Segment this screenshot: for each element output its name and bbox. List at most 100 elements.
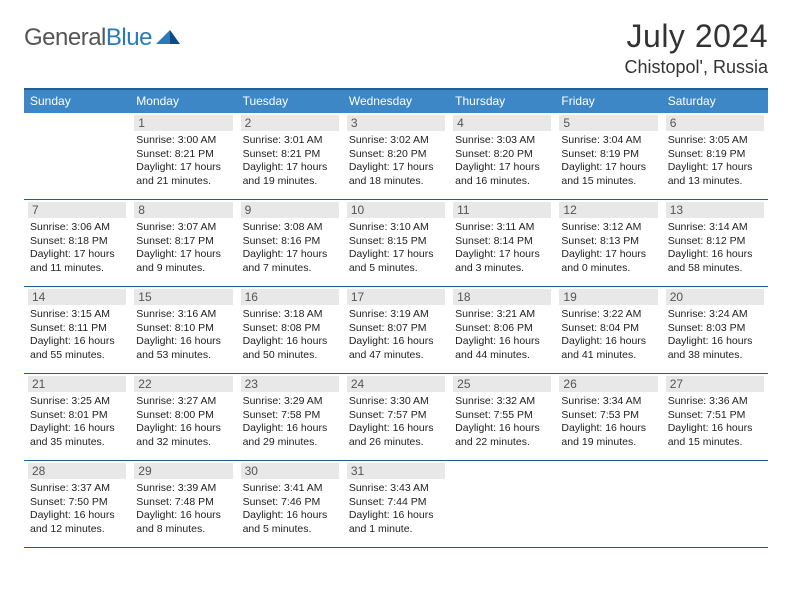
cell-body: Sunrise: 3:14 AMSunset: 8:12 PMDaylight:…	[666, 221, 764, 276]
calendar-cell: 28Sunrise: 3:37 AMSunset: 7:50 PMDayligh…	[24, 461, 130, 547]
triangle-icon	[156, 26, 182, 51]
cell-body: Sunrise: 3:32 AMSunset: 7:55 PMDaylight:…	[453, 395, 551, 450]
weekday-header: Thursday	[449, 90, 555, 113]
day-number: 13	[666, 202, 764, 218]
day-number: 25	[453, 376, 551, 392]
month-title: July 2024	[625, 18, 769, 55]
page-header: GeneralBlue July 2024 Chistopol', Russia	[24, 18, 768, 78]
cell-body: Sunrise: 3:02 AMSunset: 8:20 PMDaylight:…	[347, 134, 445, 189]
day-number: 23	[241, 376, 339, 392]
cell-body: Sunrise: 3:41 AMSunset: 7:46 PMDaylight:…	[241, 482, 339, 537]
day-number: 21	[28, 376, 126, 392]
day-number: 9	[241, 202, 339, 218]
cell-body: Sunrise: 3:01 AMSunset: 8:21 PMDaylight:…	[241, 134, 339, 189]
calendar-page: GeneralBlue July 2024 Chistopol', Russia…	[0, 0, 792, 548]
calendar-cell: 17Sunrise: 3:19 AMSunset: 8:07 PMDayligh…	[343, 287, 449, 373]
calendar-cell: 21 Sunrise: 3:25 AMSunset: 8:01 PMDayligh…	[24, 374, 130, 460]
calendar-cell: 31 Sunrise: 3:43 AMSunset: 7:44 PMDayligh…	[343, 461, 449, 547]
cell-body: Sunrise: 3:37 AMSunset: 7:50 PMDaylight:…	[28, 482, 126, 537]
cell-body: Sunrise: 3:15 AMSunset: 8:11 PMDaylight:…	[28, 308, 126, 363]
weekday-header: Tuesday	[237, 90, 343, 113]
cell-body: Sunrise: 3:25 AMSunset: 8:01 PMDaylight:…	[28, 395, 126, 450]
day-number: 26	[559, 376, 657, 392]
day-number: 10	[347, 202, 445, 218]
day-number: 17	[347, 289, 445, 305]
day-number: 20	[666, 289, 764, 305]
cell-body: Sunrise: 3:08 AMSunset: 8:16 PMDaylight:…	[241, 221, 339, 276]
cell-body: Sunrise: 3:06 AMSunset: 8:18 PMDaylight:…	[28, 221, 126, 276]
calendar-cell: 15 Sunrise: 3:16 AMSunset: 8:10 PMDayligh…	[130, 287, 236, 373]
calendar-cell: 19Sunrise: 3:22 AMSunset: 8:04 PMDayligh…	[555, 287, 661, 373]
weekday-header: Wednesday	[343, 90, 449, 113]
calendar-cell: 6 Sunrise: 3:05 AMSunset: 8:19 PMDaylight…	[662, 113, 768, 199]
cell-body: Sunrise: 3:29 AMSunset: 7:58 PMDaylight:…	[241, 395, 339, 450]
calendar-cell: .	[449, 461, 555, 547]
calendar-cell: .	[662, 461, 768, 547]
location-label: Chistopol', Russia	[625, 57, 769, 78]
title-block: July 2024 Chistopol', Russia	[625, 18, 769, 78]
day-number: 3	[347, 115, 445, 131]
calendar-cell: 13 Sunrise: 3:14 AMSunset: 8:12 PMDayligh…	[662, 200, 768, 286]
cell-body: Sunrise: 3:10 AMSunset: 8:15 PMDaylight:…	[347, 221, 445, 276]
cell-body: Sunrise: 3:34 AMSunset: 7:53 PMDaylight:…	[559, 395, 657, 450]
day-number: 6	[666, 115, 764, 131]
cell-body: Sunrise: 3:36 AMSunset: 7:51 PMDaylight:…	[666, 395, 764, 450]
calendar-cell: 11 Sunrise: 3:11 AMSunset: 8:14 PMDayligh…	[449, 200, 555, 286]
calendar-cell: 27 Sunrise: 3:36 AMSunset: 7:51 PMDayligh…	[662, 374, 768, 460]
cell-body: Sunrise: 3:12 AMSunset: 8:13 PMDaylight:…	[559, 221, 657, 276]
calendar-cell: 18 Sunrise: 3:21 AMSunset: 8:06 PMDayligh…	[449, 287, 555, 373]
day-number: 18	[453, 289, 551, 305]
calendar-week-row: 21 Sunrise: 3:25 AMSunset: 8:01 PMDayligh…	[24, 374, 768, 461]
day-number: 14	[28, 289, 126, 305]
day-number: 27	[666, 376, 764, 392]
calendar-cell: 5Sunrise: 3:04 AMSunset: 8:19 PMDaylight…	[555, 113, 661, 199]
calendar-cell: 8Sunrise: 3:07 AMSunset: 8:17 PMDaylight…	[130, 200, 236, 286]
day-number: 29	[134, 463, 232, 479]
calendar-cell: 20 Sunrise: 3:24 AMSunset: 8:03 PMDayligh…	[662, 287, 768, 373]
brand-part1: General	[24, 24, 106, 51]
cell-body: Sunrise: 3:07 AMSunset: 8:17 PMDaylight:…	[134, 221, 232, 276]
cell-body: Sunrise: 3:22 AMSunset: 8:04 PMDaylight:…	[559, 308, 657, 363]
cell-body: Sunrise: 3:16 AMSunset: 8:10 PMDaylight:…	[134, 308, 232, 363]
calendar-cell: 22 Sunrise: 3:27 AMSunset: 8:00 PMDayligh…	[130, 374, 236, 460]
calendar-cell: 23 Sunrise: 3:29 AMSunset: 7:58 PMDayligh…	[237, 374, 343, 460]
calendar-cell: 14 Sunrise: 3:15 AMSunset: 8:11 PMDayligh…	[24, 287, 130, 373]
weekday-header: Sunday	[24, 90, 130, 113]
day-number: 24	[347, 376, 445, 392]
cell-body: Sunrise: 3:11 AMSunset: 8:14 PMDaylight:…	[453, 221, 551, 276]
cell-body: Sunrise: 3:04 AMSunset: 8:19 PMDaylight:…	[559, 134, 657, 189]
calendar-cell: 9 Sunrise: 3:08 AMSunset: 8:16 PMDaylight…	[237, 200, 343, 286]
weekday-header-row: SundayMondayTuesdayWednesdayThursdayFrid…	[24, 90, 768, 113]
brand-logo: GeneralBlue	[24, 24, 182, 52]
calendar-week-row: 14 Sunrise: 3:15 AMSunset: 8:11 PMDayligh…	[24, 287, 768, 374]
day-number: 2	[241, 115, 339, 131]
day-number: 1	[134, 115, 232, 131]
day-number: 16	[241, 289, 339, 305]
day-number: 30	[241, 463, 339, 479]
day-number: 31	[347, 463, 445, 479]
calendar-cell: 4Sunrise: 3:03 AMSunset: 8:20 PMDaylight…	[449, 113, 555, 199]
day-number: 7	[28, 202, 126, 218]
calendar-cell: 30 Sunrise: 3:41 AMSunset: 7:46 PMDayligh…	[237, 461, 343, 547]
calendar-cell: 7 Sunrise: 3:06 AMSunset: 8:18 PMDaylight…	[24, 200, 130, 286]
cell-body: Sunrise: 3:21 AMSunset: 8:06 PMDaylight:…	[453, 308, 551, 363]
cell-body: Sunrise: 3:24 AMSunset: 8:03 PMDaylight:…	[666, 308, 764, 363]
cell-body: Sunrise: 3:05 AMSunset: 8:19 PMDaylight:…	[666, 134, 764, 189]
cell-body: Sunrise: 3:18 AMSunset: 8:08 PMDaylight:…	[241, 308, 339, 363]
calendar-cell: 25 Sunrise: 3:32 AMSunset: 7:55 PMDayligh…	[449, 374, 555, 460]
day-number: 12	[559, 202, 657, 218]
day-number: 15	[134, 289, 232, 305]
day-number: 22	[134, 376, 232, 392]
calendar-cell: 12 Sunrise: 3:12 AMSunset: 8:13 PMDayligh…	[555, 200, 661, 286]
calendar-week-row: 28Sunrise: 3:37 AMSunset: 7:50 PMDayligh…	[24, 461, 768, 548]
cell-body: Sunrise: 3:43 AMSunset: 7:44 PMDaylight:…	[347, 482, 445, 537]
brand-text: GeneralBlue	[24, 24, 152, 52]
calendar-cell: 29Sunrise: 3:39 AMSunset: 7:48 PMDayligh…	[130, 461, 236, 547]
cell-body: Sunrise: 3:27 AMSunset: 8:00 PMDaylight:…	[134, 395, 232, 450]
calendar-cell: 24Sunrise: 3:30 AMSunset: 7:57 PMDayligh…	[343, 374, 449, 460]
weekday-header: Monday	[130, 90, 236, 113]
calendar-cell: 2 Sunrise: 3:01 AMSunset: 8:21 PMDaylight…	[237, 113, 343, 199]
calendar-cell: .	[555, 461, 661, 547]
day-number: 11	[453, 202, 551, 218]
calendar-cell: 26 Sunrise: 3:34 AMSunset: 7:53 PMDayligh…	[555, 374, 661, 460]
